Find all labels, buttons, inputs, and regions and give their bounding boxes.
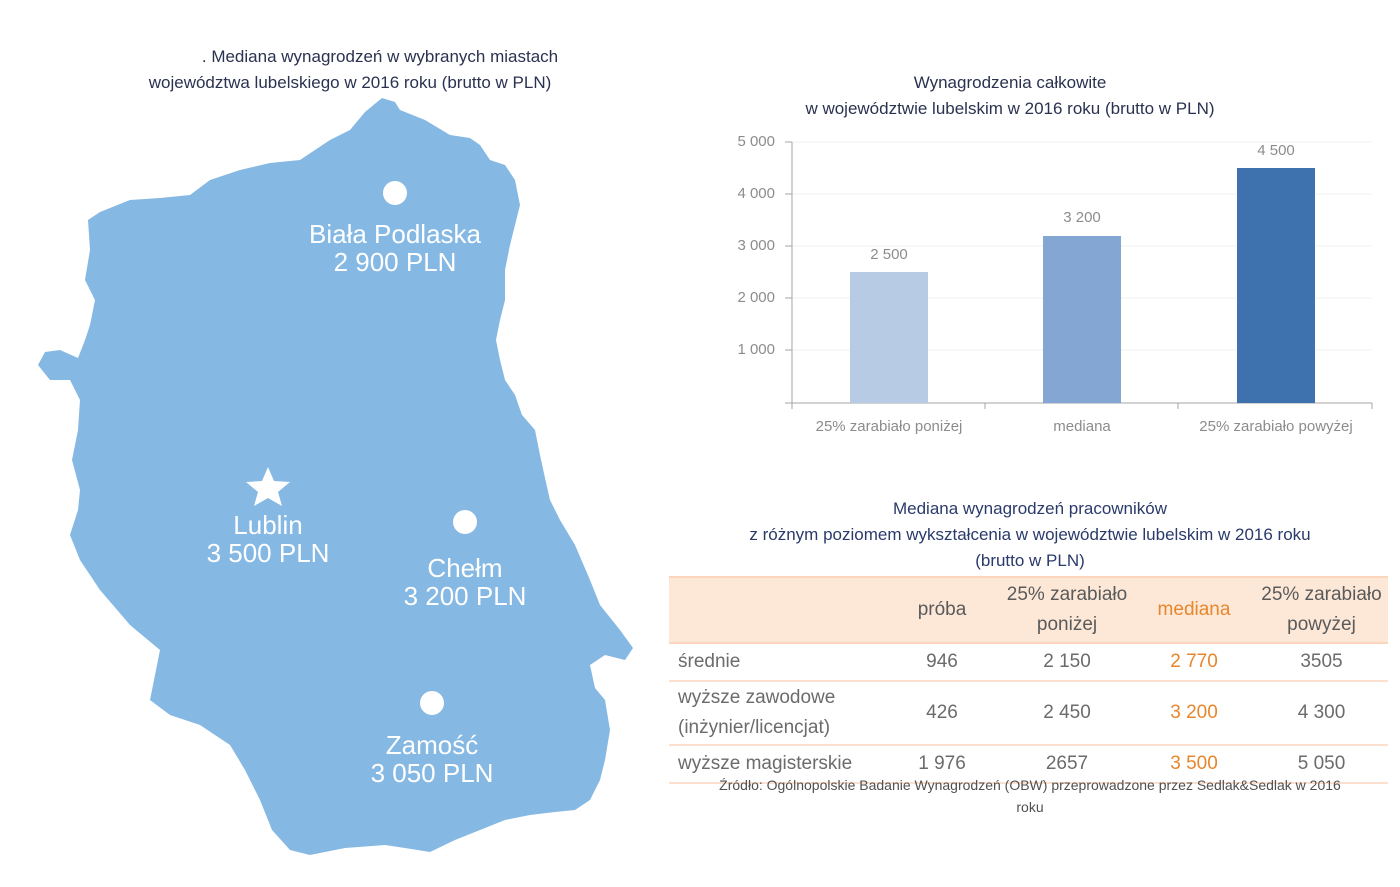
- chelm-marker-icon: [453, 510, 477, 534]
- cell-median: 3 500: [1133, 745, 1255, 784]
- ytick-3000: 3 000: [737, 237, 775, 254]
- ytick-5000: 5 000: [737, 133, 775, 150]
- city-chelm: Chełm 3 200 PLN: [403, 553, 527, 611]
- cell-p75: 3505: [1255, 643, 1388, 682]
- source-note: Źródło: Ogólnopolskie Badanie Wynagrodze…: [719, 777, 1341, 815]
- table-row: średnie 946 2 150 2 770 3505: [669, 643, 1388, 682]
- value-label-median: 3 200: [1063, 209, 1101, 226]
- city-biala-podlaska: Biała Podlaska 2 900 PLN: [309, 219, 481, 277]
- cell-median: 2 770: [1133, 643, 1255, 682]
- xcat-25-below: 25% zarabiało poniżej: [815, 418, 963, 435]
- value-label-25-above: 4 500: [1257, 142, 1295, 159]
- cell-p25: 2657: [1001, 745, 1133, 784]
- cell-median: 3 200: [1133, 681, 1255, 746]
- table-header-row: próba 25% zarabiało poniżej mediana 25% …: [669, 576, 1388, 644]
- cell-sample: 946: [883, 643, 1001, 682]
- xcat-median: mediana: [1053, 418, 1111, 435]
- row-label: średnie: [669, 643, 883, 682]
- cell-p25: 2 150: [1001, 643, 1133, 682]
- cell-p75: 5 050: [1255, 745, 1388, 784]
- city-lublin: Lublin 3 500 PLN: [206, 510, 330, 568]
- cell-sample: 426: [883, 681, 1001, 746]
- header-p75: 25% zarabiało powyżej: [1255, 576, 1388, 644]
- lubelskie-map: [38, 98, 633, 855]
- bar-median: [1043, 236, 1121, 403]
- lublin-star-icon: [246, 467, 290, 506]
- bar-25-above: [1237, 168, 1315, 403]
- ytick-2000: 2 000: [737, 289, 775, 306]
- region-shape: [38, 98, 633, 855]
- bar-chart-title: Wynagrodzenia całkowite w województwie l…: [805, 73, 1215, 118]
- ytick-1000: 1 000: [737, 341, 775, 358]
- cell-p75: 4 300: [1255, 681, 1388, 746]
- header-empty: [669, 576, 883, 644]
- table-row: wyższe zawodowe (inżynier/licencjat) 426…: [669, 681, 1388, 746]
- row-label: wyższe zawodowe (inżynier/licencjat): [669, 681, 883, 746]
- biala-podlaska-marker-icon: [383, 181, 407, 205]
- row-label: wyższe magisterskie: [669, 745, 883, 784]
- table-title: Mediana wynagrodzeń pracowników z różnym…: [749, 499, 1311, 570]
- cell-sample: 1 976: [883, 745, 1001, 784]
- header-sample: próba: [883, 576, 1001, 644]
- value-label-25-below: 2 500: [870, 246, 908, 263]
- table-row: wyższe magisterskie 1 976 2657 3 500 5 0…: [669, 745, 1388, 784]
- map-title: . Mediana wynagrodzeń w wybranych miasta…: [148, 47, 559, 92]
- header-median: mediana: [1133, 576, 1255, 644]
- education-salary-table: próba 25% zarabiało poniżej mediana 25% …: [669, 576, 1388, 784]
- bar-25-below: [850, 272, 928, 403]
- cell-p25: 2 450: [1001, 681, 1133, 746]
- city-zamosc: Zamość 3 050 PLN: [370, 730, 494, 788]
- xcat-25-above: 25% zarabiało powyżej: [1199, 418, 1353, 435]
- ytick-4000: 4 000: [737, 185, 775, 202]
- zamosc-marker-icon: [420, 691, 444, 715]
- header-p25: 25% zarabiało poniżej: [1001, 576, 1133, 644]
